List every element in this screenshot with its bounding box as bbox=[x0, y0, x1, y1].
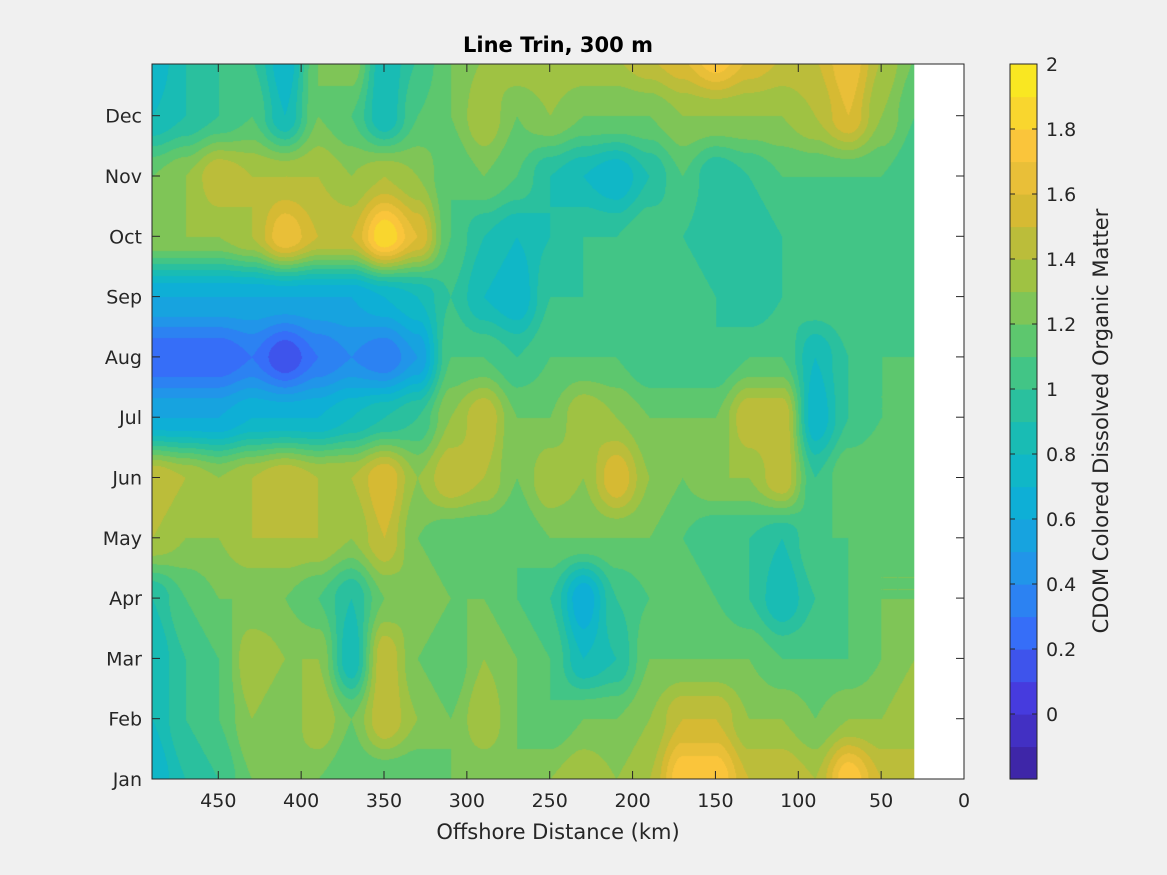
x-tick-label: 450 bbox=[200, 790, 236, 812]
colorbar-tick-label: 0.2 bbox=[1046, 639, 1076, 661]
x-tick-label: 0 bbox=[958, 790, 970, 812]
colorbar-band bbox=[1010, 194, 1037, 228]
colorbar: 0 0.2 0.4 0.6 0.8 1 1.2 1.4 1.6 1.8 2 CDOM Colored… bbox=[1009, 54, 1113, 780]
colorbar-band bbox=[1010, 129, 1037, 163]
colorbar-band bbox=[1010, 64, 1037, 98]
y-tick-label: Feb bbox=[108, 709, 142, 731]
colorbar-tick-label: 1.6 bbox=[1046, 184, 1076, 206]
colorbar-band bbox=[1010, 96, 1037, 130]
colorbar-tick-label: 1.8 bbox=[1046, 119, 1076, 141]
colorbar-band bbox=[1010, 584, 1037, 618]
colorbar-band bbox=[1010, 324, 1037, 358]
chart-title: Line Trin, 300 m bbox=[463, 33, 653, 57]
colorbar-band bbox=[1010, 714, 1037, 748]
x-tick-label: 200 bbox=[614, 790, 650, 812]
x-tick-label: 50 bbox=[869, 790, 893, 812]
colorbar-band bbox=[1010, 746, 1037, 780]
y-tick-label: Jan bbox=[112, 769, 142, 791]
y-tick-label: Sep bbox=[106, 287, 142, 309]
y-tick-label: Aug bbox=[105, 347, 142, 369]
x-axis-label: Offshore Distance (km) bbox=[436, 820, 679, 844]
colorbar-band bbox=[1010, 389, 1037, 423]
y-tick-label: Nov bbox=[105, 166, 142, 188]
x-tick-labels: 450 400 350 300 250 200 150 100 50 0 bbox=[200, 790, 970, 812]
y-tick-label: Mar bbox=[106, 648, 142, 670]
colorbar-band bbox=[1010, 291, 1037, 325]
colorbar-band bbox=[1010, 421, 1037, 455]
x-tick-label: 400 bbox=[283, 790, 319, 812]
colorbar-band bbox=[1010, 649, 1037, 683]
colorbar-bands bbox=[1010, 64, 1037, 780]
colorbar-band bbox=[1010, 616, 1037, 650]
x-tick-label: 250 bbox=[532, 790, 568, 812]
colorbar-ticks: 0 0.2 0.4 0.6 0.8 1 1.2 1.4 1.6 1.8 2 bbox=[1010, 54, 1076, 726]
colorbar-band bbox=[1010, 681, 1037, 715]
x-tick-label: 350 bbox=[366, 790, 402, 812]
colorbar-tick-label: 1.2 bbox=[1046, 314, 1076, 336]
colorbar-frame bbox=[1009, 63, 1038, 780]
x-tick-label: 100 bbox=[780, 790, 816, 812]
plot-area bbox=[151, 63, 965, 780]
colorbar-tick-label: 0.4 bbox=[1046, 574, 1076, 596]
colorbar-band bbox=[1010, 551, 1037, 585]
colorbar-band bbox=[1010, 486, 1037, 520]
colorbar-tick-label: 0.6 bbox=[1046, 509, 1076, 531]
colorbar-tick-label: 1.4 bbox=[1046, 249, 1076, 271]
y-tick-labels: Jan Feb Mar Apr May Jun Jul Aug Sep Oct Nov Dec bbox=[103, 106, 142, 791]
x-tick-label: 300 bbox=[449, 790, 485, 812]
axes-frame bbox=[151, 63, 965, 780]
colorbar-band bbox=[1010, 519, 1037, 553]
y-tick-label: Oct bbox=[109, 226, 142, 248]
colorbar-tick-label: 1 bbox=[1046, 379, 1058, 401]
colorbar-band bbox=[1010, 226, 1037, 260]
colorbar-band bbox=[1010, 161, 1037, 195]
colorbar-band bbox=[1010, 259, 1037, 293]
colorbar-label: CDOM Colored Dissolved Organic Matter bbox=[1089, 208, 1113, 633]
heatmap-surface bbox=[152, 64, 915, 779]
y-tick-label: Jul bbox=[118, 407, 142, 429]
x-tick-label: 150 bbox=[697, 790, 733, 812]
y-tick-label: May bbox=[103, 528, 142, 550]
colorbar-band bbox=[1010, 356, 1037, 390]
y-tick-label: Apr bbox=[109, 588, 142, 610]
y-tick-label: Jun bbox=[111, 468, 142, 490]
colorbar-tick-label: 0 bbox=[1046, 704, 1058, 726]
colorbar-tick-label: 2 bbox=[1046, 54, 1058, 76]
y-tick-label: Dec bbox=[105, 106, 142, 128]
colorbar-band bbox=[1010, 454, 1037, 488]
colorbar-tick-label: 0.8 bbox=[1046, 444, 1076, 466]
